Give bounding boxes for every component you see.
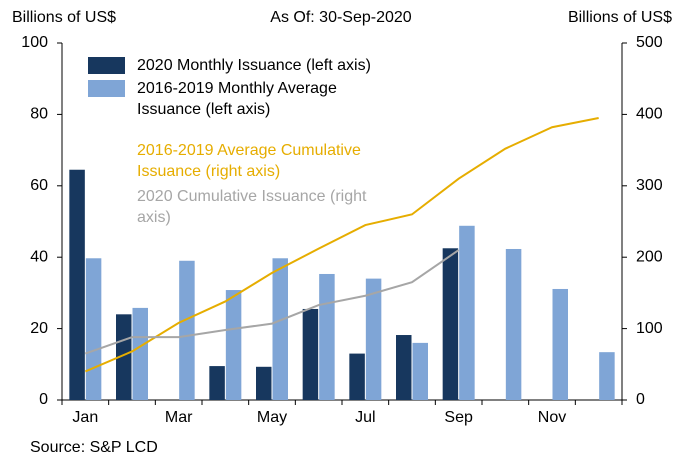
y-tick-label: 100 (21, 34, 48, 51)
line-label: 2016-2019 Average Cumulative Issuance (r… (137, 142, 361, 180)
line (85, 249, 460, 355)
bar (85, 258, 102, 400)
x-tick-label: Mar (165, 409, 193, 426)
bar (396, 335, 412, 400)
y-tick-label: 80 (30, 106, 48, 123)
bar (272, 258, 288, 400)
y2-tick-label: 500 (636, 34, 663, 51)
y2-tick-label: 100 (636, 320, 663, 337)
y-tick-label: 40 (30, 248, 48, 265)
bar (505, 248, 522, 400)
y2-tick-label: 200 (636, 248, 663, 265)
x-tick-label: Jan (72, 409, 98, 426)
bar (365, 278, 382, 400)
legend-swatch (88, 80, 125, 97)
y-axis-label: Billions of US$ (12, 9, 116, 26)
bar (442, 248, 459, 400)
bar (552, 288, 568, 400)
legend-label: 2016-2019 Monthly Average Issuance (left… (137, 80, 337, 118)
bar (209, 366, 225, 400)
bar (319, 273, 335, 400)
x-tick-label: Sep (444, 409, 473, 426)
x-tick-label: May (257, 409, 287, 426)
bar (599, 352, 615, 400)
y2-tick-label: 0 (636, 391, 645, 408)
bar (179, 260, 195, 400)
chart-title: As Of: 30-Sep-2020 (270, 9, 412, 26)
bar (116, 314, 132, 400)
line-label: 2020 Cumulative Issuance (right axis) (137, 188, 367, 226)
source: Source: S&P LCD (30, 439, 158, 456)
bar (132, 307, 148, 400)
y-tick-label: 0 (39, 391, 48, 408)
line (84, 116, 599, 373)
bar (69, 169, 85, 400)
y2-tick-label: 400 (636, 106, 663, 123)
y2-tick-label: 300 (636, 177, 663, 194)
x-tick-label: Jul (355, 409, 375, 426)
y-tick-label: 20 (30, 320, 48, 337)
bar (349, 353, 365, 400)
y2-axis-label: Billions of US$ (568, 9, 672, 26)
bar (412, 342, 428, 400)
bar (225, 290, 242, 400)
legend-swatch (88, 57, 125, 74)
bar (459, 225, 475, 400)
bar (256, 366, 272, 400)
y-tick-label: 60 (30, 177, 48, 194)
legend-label: 2020 Monthly Issuance (left axis) (137, 57, 371, 74)
bar (302, 308, 319, 400)
x-tick-label: Nov (538, 409, 566, 426)
